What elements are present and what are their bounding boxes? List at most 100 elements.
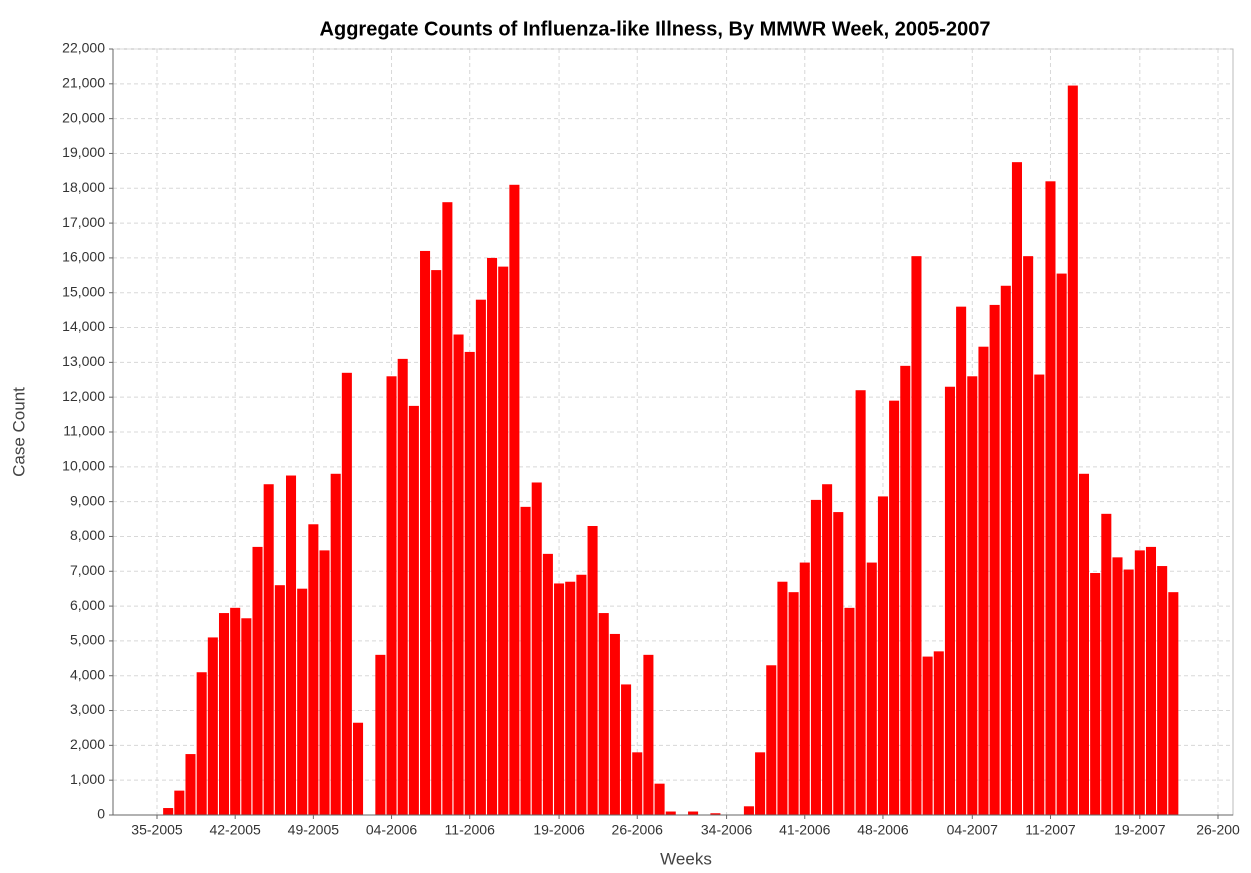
x-tick-label: 04-2006 <box>366 822 418 838</box>
x-tick-label: 26-200 <box>1196 822 1240 838</box>
y-tick-label: 21,000 <box>62 75 105 91</box>
bar <box>542 553 553 815</box>
bar <box>889 400 900 815</box>
y-tick-label: 20,000 <box>62 109 105 125</box>
chart-title: Aggregate Counts of Influenza-like Illne… <box>320 18 991 40</box>
y-tick-label: 0 <box>97 806 105 822</box>
bar <box>866 562 877 815</box>
bar <box>654 783 665 815</box>
bar <box>397 358 408 815</box>
bar <box>341 372 352 815</box>
bar <box>933 651 944 815</box>
x-tick-label: 04-2007 <box>947 822 999 838</box>
bar <box>844 607 855 815</box>
bar <box>777 581 788 815</box>
bar <box>1090 573 1101 815</box>
bar <box>1067 85 1078 816</box>
bar <box>1145 546 1157 815</box>
bar <box>420 250 431 816</box>
bar <box>252 546 263 815</box>
x-tick-label: 11-2006 <box>445 822 496 838</box>
x-axis-title: Weeks <box>660 849 712 868</box>
y-tick-label: 13,000 <box>62 353 105 369</box>
bar <box>285 475 297 815</box>
bar <box>308 524 319 815</box>
y-tick-label: 5,000 <box>70 632 105 648</box>
bar <box>877 496 888 815</box>
bar <box>621 684 632 815</box>
bar <box>531 482 542 815</box>
bar <box>453 334 464 815</box>
y-tick-label: 14,000 <box>62 318 105 334</box>
bar <box>1056 273 1067 815</box>
y-tick-label: 12,000 <box>62 388 105 404</box>
bar <box>230 607 241 815</box>
bar <box>241 618 252 815</box>
bar <box>855 390 866 815</box>
bar <box>408 405 419 815</box>
bar <box>163 808 174 815</box>
y-tick-label: 8,000 <box>70 527 105 543</box>
bar <box>263 484 274 815</box>
bar <box>922 656 933 815</box>
bar <box>1112 557 1123 815</box>
bar <box>375 654 386 815</box>
bar <box>1034 374 1045 815</box>
bar <box>442 202 453 815</box>
bar <box>487 257 498 816</box>
bar <box>565 581 576 815</box>
bar <box>1168 592 1179 815</box>
bar <box>185 754 196 815</box>
bar <box>1000 285 1011 815</box>
bar <box>464 351 475 815</box>
bar <box>799 562 810 815</box>
bar <box>207 637 218 815</box>
y-tick-label: 9,000 <box>70 492 105 508</box>
bar <box>587 526 598 815</box>
x-tick-label: 19-2006 <box>533 822 585 838</box>
bar <box>978 346 989 815</box>
y-tick-label: 11,000 <box>63 423 105 439</box>
y-tick-label: 2,000 <box>70 736 105 752</box>
bar <box>1045 181 1056 816</box>
bar <box>956 306 967 815</box>
x-tick-label: 34-2006 <box>701 822 753 838</box>
bar <box>900 365 911 815</box>
bar <box>788 592 799 815</box>
bar <box>609 633 620 815</box>
y-axis-title: Case Count <box>9 387 28 477</box>
bar <box>967 376 978 815</box>
bar <box>766 665 777 815</box>
y-tick-label: 15,000 <box>62 283 105 299</box>
bar <box>196 672 207 815</box>
y-tick-label: 19,000 <box>62 144 105 160</box>
y-tick-label: 17,000 <box>62 214 105 230</box>
bar <box>1123 569 1134 815</box>
y-tick-label: 10,000 <box>62 458 105 474</box>
bar <box>554 583 565 815</box>
bar <box>989 304 1000 815</box>
bar <box>688 811 699 815</box>
bar <box>643 654 654 815</box>
y-tick-label: 1,000 <box>70 771 105 787</box>
bar <box>911 256 922 815</box>
bar <box>386 376 397 815</box>
bar <box>632 752 643 815</box>
bar <box>833 512 844 815</box>
bar <box>520 506 531 815</box>
bar <box>218 613 230 815</box>
x-tick-label: 35-2005 <box>131 822 183 838</box>
bar <box>297 588 308 815</box>
bar <box>810 499 821 815</box>
bar <box>1011 162 1022 816</box>
bar <box>598 613 609 815</box>
y-tick-label: 18,000 <box>62 179 105 195</box>
x-tick-label: 49-2005 <box>288 822 340 838</box>
bar <box>1134 550 1145 815</box>
y-tick-label: 7,000 <box>70 562 105 578</box>
x-tick-label: 19-2007 <box>1114 822 1166 838</box>
bar <box>330 473 341 815</box>
bar <box>576 574 587 815</box>
y-tick-label: 6,000 <box>70 597 105 613</box>
